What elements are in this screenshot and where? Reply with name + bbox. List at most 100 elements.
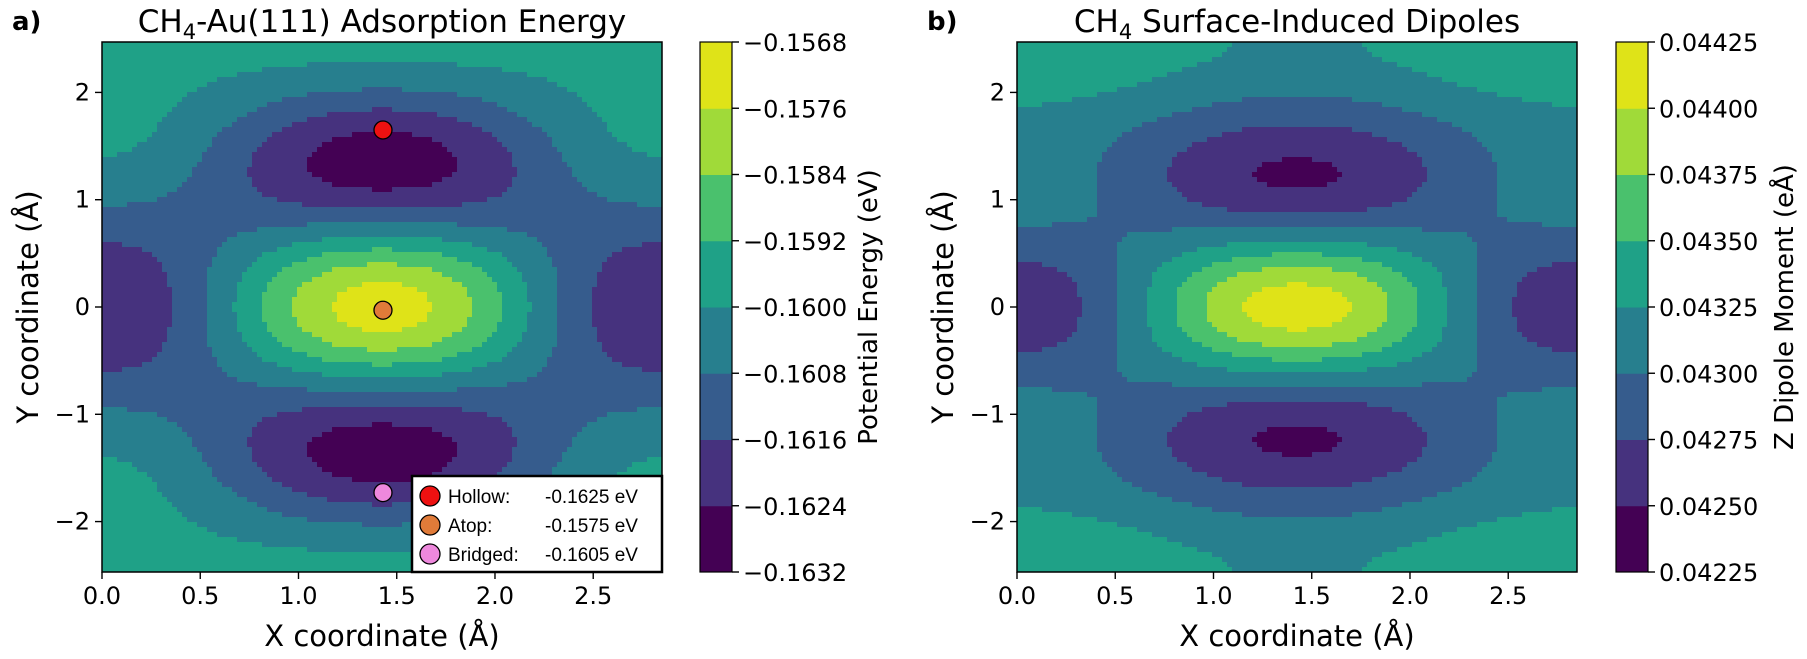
contour-cell <box>652 147 658 153</box>
contour-cell <box>172 192 178 198</box>
contour-cell <box>247 252 253 258</box>
contour-cell <box>502 127 508 133</box>
contour-cell <box>597 92 603 98</box>
contour-cell <box>322 112 328 118</box>
contour-cell <box>562 187 568 193</box>
contour-cell <box>607 222 613 228</box>
contour-cell <box>187 102 193 108</box>
contour-cell <box>197 237 203 243</box>
contour-cell <box>247 217 253 223</box>
contour-cell <box>657 82 662 88</box>
contour-cell <box>177 67 183 73</box>
contour-cell <box>657 252 662 258</box>
contour-cell <box>242 182 248 188</box>
contour-cell <box>612 132 618 138</box>
contour-cell <box>242 167 248 173</box>
contour-cell <box>467 182 473 188</box>
contour-cell <box>342 112 348 118</box>
contour-cell <box>457 177 463 183</box>
contour-cell <box>207 57 213 63</box>
contour-cell <box>187 142 193 148</box>
contour-cell <box>402 262 408 268</box>
contour-cell <box>187 242 193 248</box>
contour-cell <box>247 207 253 213</box>
contour-cell <box>167 122 173 128</box>
contour-cell <box>422 247 428 253</box>
contour-cell <box>152 102 158 108</box>
contour-cell <box>442 42 448 48</box>
contour-cell <box>502 72 508 78</box>
contour-cell <box>567 102 573 108</box>
contour-cell <box>147 247 153 253</box>
contour-cell <box>562 72 568 78</box>
contour-cell <box>257 172 263 178</box>
contour-cell <box>192 227 198 233</box>
contour-cell <box>332 257 338 263</box>
contour-cell <box>402 192 408 198</box>
contour-cell <box>167 227 173 233</box>
contour-cell <box>502 222 508 228</box>
contour-cell <box>472 62 478 68</box>
contour-cell <box>127 257 133 263</box>
contour-cell <box>457 87 463 93</box>
contour-cell <box>192 147 198 153</box>
contour-cell <box>237 257 243 263</box>
contour-cell <box>327 207 333 213</box>
contour-cell <box>512 67 518 73</box>
contour-cell <box>402 242 408 248</box>
contour-cell <box>637 177 643 183</box>
contour-cell <box>287 237 293 243</box>
contour-cell <box>392 172 398 178</box>
contour-cell <box>282 67 288 73</box>
contour-cell <box>247 97 253 103</box>
contour-cell <box>377 192 383 198</box>
contour-cell <box>572 117 578 123</box>
contour-cell <box>137 227 143 233</box>
contour-cell <box>167 167 173 173</box>
contour-cell <box>157 197 163 203</box>
contour-cell <box>602 192 608 198</box>
contour-cell <box>407 137 413 143</box>
contour-cell <box>432 117 438 123</box>
contour-cell <box>142 77 148 83</box>
contour-cell <box>492 177 498 183</box>
contour-cell <box>317 212 323 218</box>
contour-cell <box>232 77 238 83</box>
contour-cell <box>447 232 453 238</box>
contour-cell <box>562 252 568 258</box>
contour-cell <box>122 97 128 103</box>
contour-cell <box>217 117 223 123</box>
contour-cell <box>352 107 358 113</box>
contour-cell <box>132 97 138 103</box>
contour-cell <box>157 47 163 53</box>
contour-cell <box>407 142 413 148</box>
contour-cell <box>432 237 438 243</box>
contour-cell <box>522 182 528 188</box>
contour-cell <box>627 242 633 248</box>
contour-cell <box>452 77 458 83</box>
contour-cell <box>227 67 233 73</box>
contour-cell <box>602 247 608 253</box>
contour-cell <box>462 82 468 88</box>
contour-cell <box>247 117 253 123</box>
contour-cell <box>232 197 238 203</box>
contour-cell <box>522 162 528 168</box>
contour-cell <box>102 172 108 178</box>
contour-cell <box>372 182 378 188</box>
contour-cell <box>247 222 253 228</box>
contour-cell <box>602 162 608 168</box>
contour-cell <box>497 242 503 248</box>
contour-cell <box>477 57 483 63</box>
contour-cell <box>122 137 128 143</box>
contour-cell <box>327 222 333 228</box>
contour-cell <box>407 127 413 133</box>
contour-cell <box>532 107 538 113</box>
contour-cell <box>542 47 548 53</box>
contour-cell <box>242 92 248 98</box>
contour-cell <box>417 222 423 228</box>
contour-cell <box>227 62 233 68</box>
contour-cell <box>642 67 648 73</box>
contour-cell <box>357 97 363 103</box>
contour-cell <box>597 157 603 163</box>
contour-cell <box>337 197 343 203</box>
